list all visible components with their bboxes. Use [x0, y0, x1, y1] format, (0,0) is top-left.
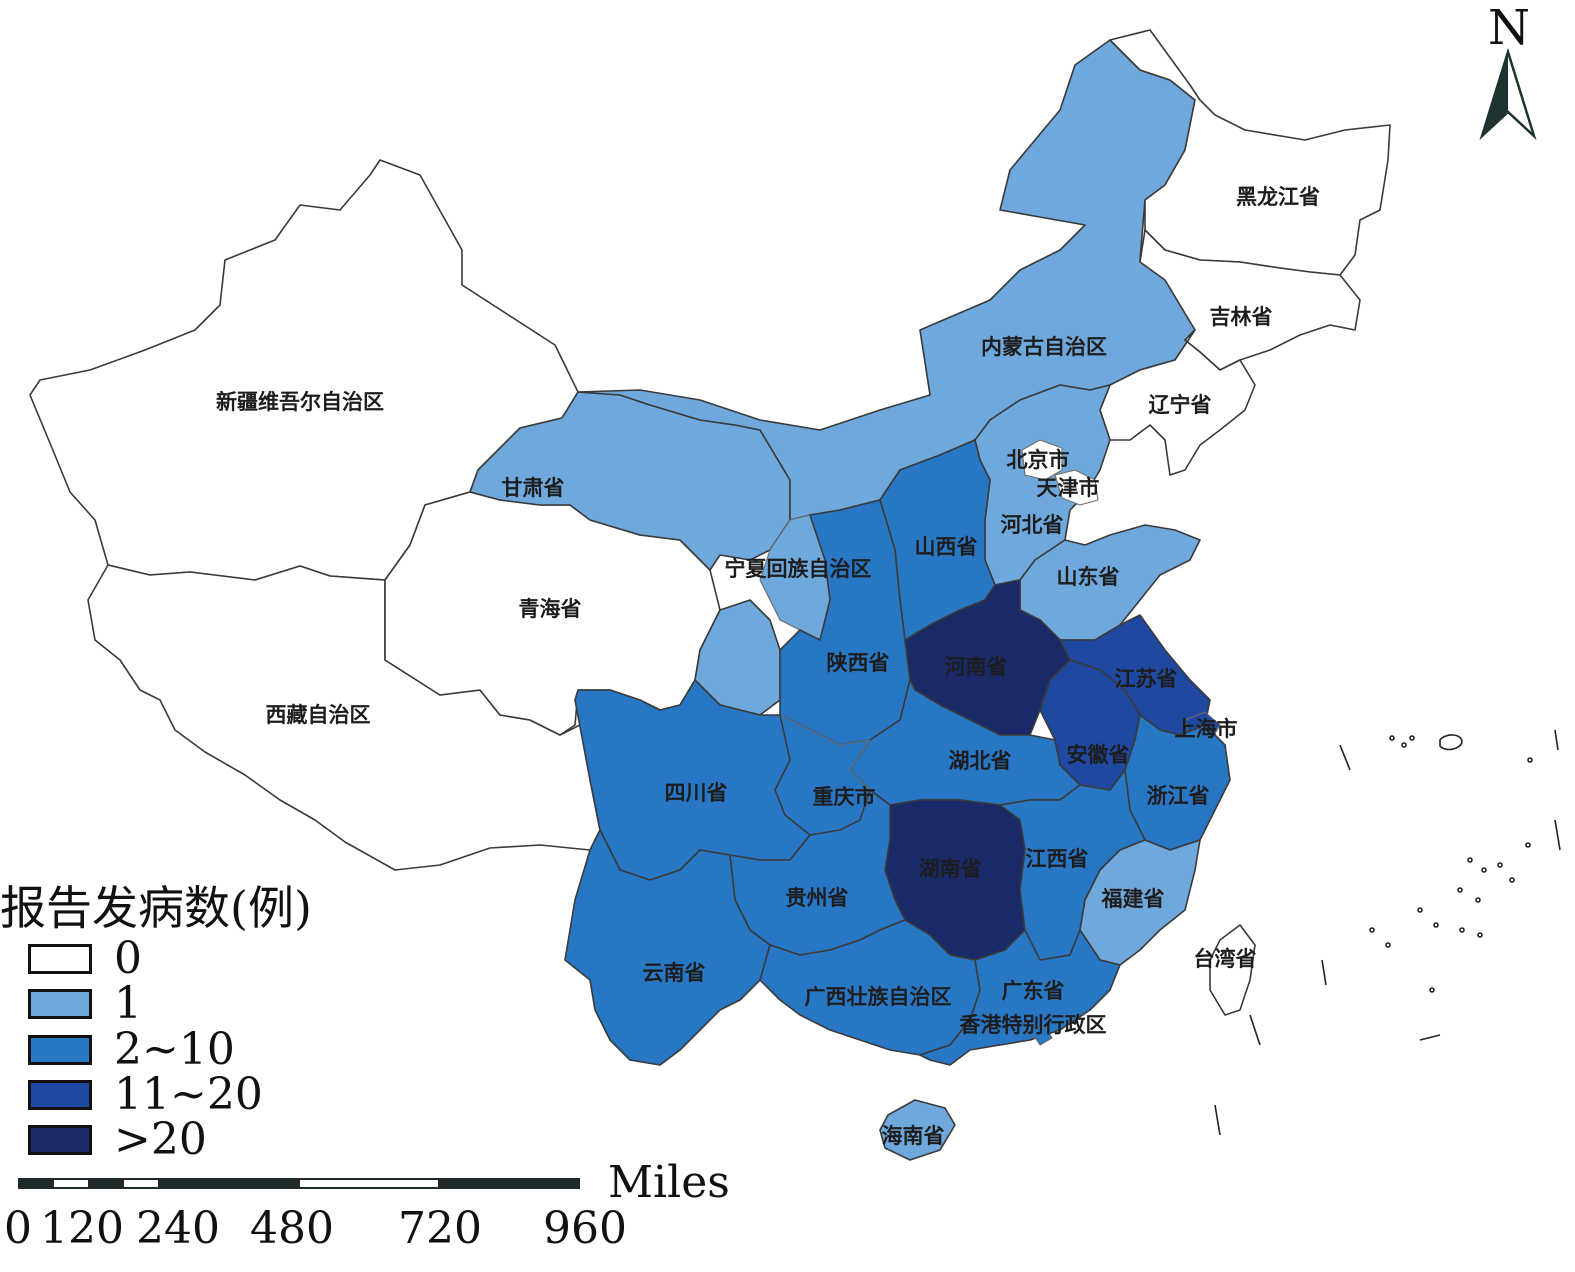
legend-swatch: [28, 989, 92, 1019]
scale-tick-label: 720: [398, 1203, 482, 1254]
region-label-tibet: 西藏自治区: [266, 703, 371, 727]
region-label-sichuan: 四川省: [665, 781, 728, 805]
region-label-jilin: 吉林省: [1210, 305, 1273, 329]
region-label-shanghai: 上海市: [1175, 717, 1238, 741]
north-arrow-icon: [1479, 47, 1537, 141]
region-label-anhui: 安徽省: [1067, 743, 1130, 767]
region-label-tianjin: 天津市: [1037, 476, 1100, 500]
scale-bar: [18, 1178, 580, 1189]
region-label-xinjiang: 新疆维吾尔自治区: [216, 390, 384, 414]
region-jilin[interactable]: [1139, 229, 1361, 371]
legend-label: 1: [114, 978, 142, 1029]
region-label-hunan: 湖南省: [919, 857, 982, 881]
region-label-jiangxi: 江西省: [1026, 847, 1089, 871]
legend-item-0: 0: [28, 933, 142, 984]
scale-tick-label: 120: [40, 1203, 124, 1254]
legend-title: 报告发病数(例): [0, 881, 312, 935]
north-label: N: [1488, 0, 1530, 56]
legend-item-4: >20: [28, 1114, 207, 1165]
region-yunnan[interactable]: [564, 829, 771, 1066]
region-label-hong-kong: 香港特别行政区: [960, 1013, 1107, 1037]
region-label-inner-mongolia: 内蒙古自治区: [981, 335, 1107, 359]
legend-item-1: 1: [28, 978, 142, 1029]
region-label-shandong: 山东省: [1057, 565, 1120, 589]
region-label-zhejiang: 浙江省: [1147, 784, 1210, 808]
region-label-hubei: 湖北省: [949, 749, 1012, 773]
legend-swatch: [28, 1035, 92, 1065]
legend-label: 2~10: [114, 1024, 235, 1075]
region-taiwan[interactable]: [1209, 924, 1256, 1016]
region-label-jiangsu: 江苏省: [1115, 667, 1178, 691]
legend-item-2: 2~10: [28, 1024, 235, 1075]
scale-tick-label: 480: [250, 1203, 334, 1254]
region-beijing[interactable]: [1021, 439, 1063, 481]
region-label-liaoning: 辽宁省: [1149, 393, 1212, 417]
legend-label: >20: [114, 1114, 207, 1165]
region-label-guizhou: 贵州省: [786, 886, 849, 910]
region-label-henan: 河南省: [945, 655, 1008, 679]
region-label-yunnan: 云南省: [643, 961, 706, 985]
region-fujian[interactable]: [1079, 839, 1201, 966]
scale-tick-label: 960: [543, 1203, 627, 1254]
scale-unit-label: Miles: [608, 1157, 730, 1208]
region-label-guangdong: 广东省: [1002, 979, 1065, 1003]
region-label-chongqing: 重庆市: [813, 785, 876, 809]
region-label-qinghai: 青海省: [519, 597, 582, 621]
region-tianjin[interactable]: [1054, 469, 1099, 506]
region-label-beijing: 北京市: [1007, 448, 1070, 472]
legend-swatch: [28, 1125, 92, 1155]
region-label-fujian: 福建省: [1101, 887, 1165, 911]
legend-swatch: [28, 944, 92, 974]
region-label-heilongjiang: 黑龙江省: [1236, 185, 1320, 209]
region-hainan[interactable]: [879, 1099, 956, 1161]
region-guangdong[interactable]: [919, 929, 1121, 1066]
region-label-ningxia: 宁夏回族自治区: [725, 557, 872, 581]
region-label-shaanxi: 陕西省: [827, 651, 890, 675]
legend-swatch: [28, 1080, 92, 1110]
scale-tick-label: 0: [4, 1203, 32, 1254]
south-sea-islands: [1214, 729, 1561, 1136]
region-label-gansu: 甘肃省: [502, 476, 565, 500]
scale-tick-label: 240: [136, 1203, 220, 1254]
legend-label: 11~20: [114, 1069, 263, 1120]
region-label-hebei: 河北省: [1001, 513, 1064, 537]
legend-item-3: 11~20: [28, 1069, 263, 1120]
legend-label: 0: [114, 933, 142, 984]
region-label-taiwan: 台湾省: [1194, 947, 1257, 971]
region-label-guangxi: 广西壮族自治区: [805, 985, 952, 1009]
region-hong-kong[interactable]: [1029, 1024, 1053, 1046]
region-label-hainan: 海南省: [882, 1124, 945, 1148]
region-label-shanxi: 山西省: [915, 535, 978, 559]
